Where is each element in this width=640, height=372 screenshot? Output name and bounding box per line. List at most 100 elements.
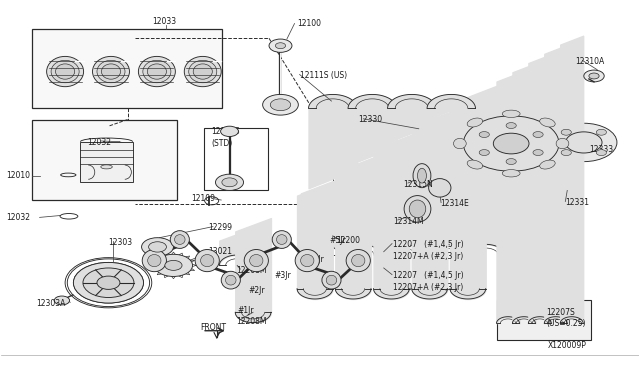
Ellipse shape [221, 271, 241, 289]
Text: FRONT: FRONT [200, 323, 226, 331]
Text: 12109: 12109 [191, 195, 215, 203]
Text: 12032: 12032 [6, 213, 31, 222]
Ellipse shape [142, 250, 166, 272]
Ellipse shape [351, 254, 365, 267]
Text: 12033: 12033 [152, 17, 176, 26]
Circle shape [222, 178, 237, 187]
Text: 12314M: 12314M [394, 217, 424, 225]
Circle shape [275, 43, 285, 49]
Ellipse shape [189, 60, 217, 83]
Ellipse shape [51, 60, 79, 83]
Text: 12330: 12330 [358, 115, 382, 124]
Circle shape [216, 174, 244, 190]
FancyBboxPatch shape [32, 119, 177, 200]
Ellipse shape [244, 250, 268, 272]
Circle shape [269, 39, 292, 52]
Text: 12208M: 12208M [236, 266, 266, 275]
Text: 12100: 12100 [298, 19, 322, 28]
Text: 12207   (#1,4,5 Jr): 12207 (#1,4,5 Jr) [394, 240, 464, 249]
Ellipse shape [93, 57, 129, 87]
Ellipse shape [417, 168, 426, 183]
Ellipse shape [138, 57, 175, 87]
Text: 12208M: 12208M [236, 317, 266, 326]
Ellipse shape [276, 235, 287, 244]
Ellipse shape [502, 170, 520, 177]
FancyBboxPatch shape [32, 29, 222, 109]
Ellipse shape [193, 64, 212, 79]
Circle shape [141, 238, 173, 256]
Text: #4Jr: #4Jr [307, 254, 324, 264]
Text: (STD): (STD) [212, 139, 233, 148]
Ellipse shape [540, 160, 555, 169]
Text: 12303: 12303 [108, 238, 132, 247]
Ellipse shape [556, 138, 569, 149]
Text: 12314E: 12314E [440, 199, 468, 208]
Text: #5Jr: #5Jr [329, 236, 346, 245]
Circle shape [589, 73, 599, 79]
Ellipse shape [97, 60, 125, 83]
Text: 13021: 13021 [209, 247, 232, 256]
Ellipse shape [56, 64, 75, 79]
Ellipse shape [404, 196, 431, 222]
Text: #3Jr: #3Jr [274, 271, 291, 280]
Text: 12032: 12032 [88, 138, 111, 147]
Ellipse shape [47, 57, 84, 87]
Circle shape [83, 268, 134, 298]
Text: #2Jr: #2Jr [248, 286, 265, 295]
Circle shape [566, 132, 602, 153]
Ellipse shape [295, 250, 319, 272]
Circle shape [270, 99, 291, 111]
Circle shape [154, 254, 193, 276]
Text: 12207S: 12207S [546, 308, 575, 317]
Text: 12310A: 12310A [575, 57, 604, 66]
Circle shape [479, 150, 490, 155]
Ellipse shape [101, 64, 120, 79]
Text: 12331: 12331 [565, 198, 589, 207]
Circle shape [533, 132, 543, 138]
Circle shape [148, 242, 166, 252]
Text: 12010: 12010 [6, 171, 31, 180]
Ellipse shape [322, 271, 341, 289]
Circle shape [596, 150, 607, 155]
Ellipse shape [143, 60, 171, 83]
Circle shape [561, 129, 572, 135]
Text: 12200: 12200 [337, 236, 360, 245]
Ellipse shape [184, 57, 221, 87]
Text: X120009P: X120009P [548, 341, 587, 350]
Text: (US=0.25): (US=0.25) [546, 319, 586, 328]
Ellipse shape [413, 164, 431, 187]
Circle shape [262, 94, 298, 115]
Circle shape [493, 133, 529, 154]
Text: 12111S: 12111S [212, 127, 240, 136]
Ellipse shape [454, 138, 466, 149]
Circle shape [442, 104, 580, 183]
Text: 12315N: 12315N [403, 180, 433, 189]
Circle shape [221, 126, 239, 137]
Bar [81, 142, 132, 182]
Circle shape [506, 123, 516, 128]
Text: 12207+A (#2,3 Jr): 12207+A (#2,3 Jr) [394, 252, 463, 262]
Text: 12299: 12299 [209, 223, 232, 232]
Circle shape [97, 276, 120, 289]
Text: 12303A: 12303A [36, 299, 66, 308]
Ellipse shape [467, 118, 483, 127]
Circle shape [561, 150, 572, 155]
Text: 12207+A (#2,3 Jr): 12207+A (#2,3 Jr) [394, 283, 463, 292]
Ellipse shape [200, 254, 214, 267]
Circle shape [584, 70, 604, 82]
Circle shape [506, 158, 516, 164]
Circle shape [596, 129, 607, 135]
Circle shape [533, 150, 543, 155]
Text: #1Jr: #1Jr [237, 306, 254, 315]
Circle shape [54, 296, 70, 305]
Ellipse shape [540, 118, 555, 127]
Ellipse shape [225, 275, 236, 285]
Ellipse shape [467, 160, 483, 169]
Circle shape [479, 132, 490, 138]
Ellipse shape [502, 110, 520, 118]
Ellipse shape [429, 179, 451, 197]
Text: 12111S (US): 12111S (US) [300, 71, 347, 80]
Circle shape [550, 123, 617, 161]
Circle shape [74, 262, 143, 303]
Ellipse shape [326, 275, 337, 285]
